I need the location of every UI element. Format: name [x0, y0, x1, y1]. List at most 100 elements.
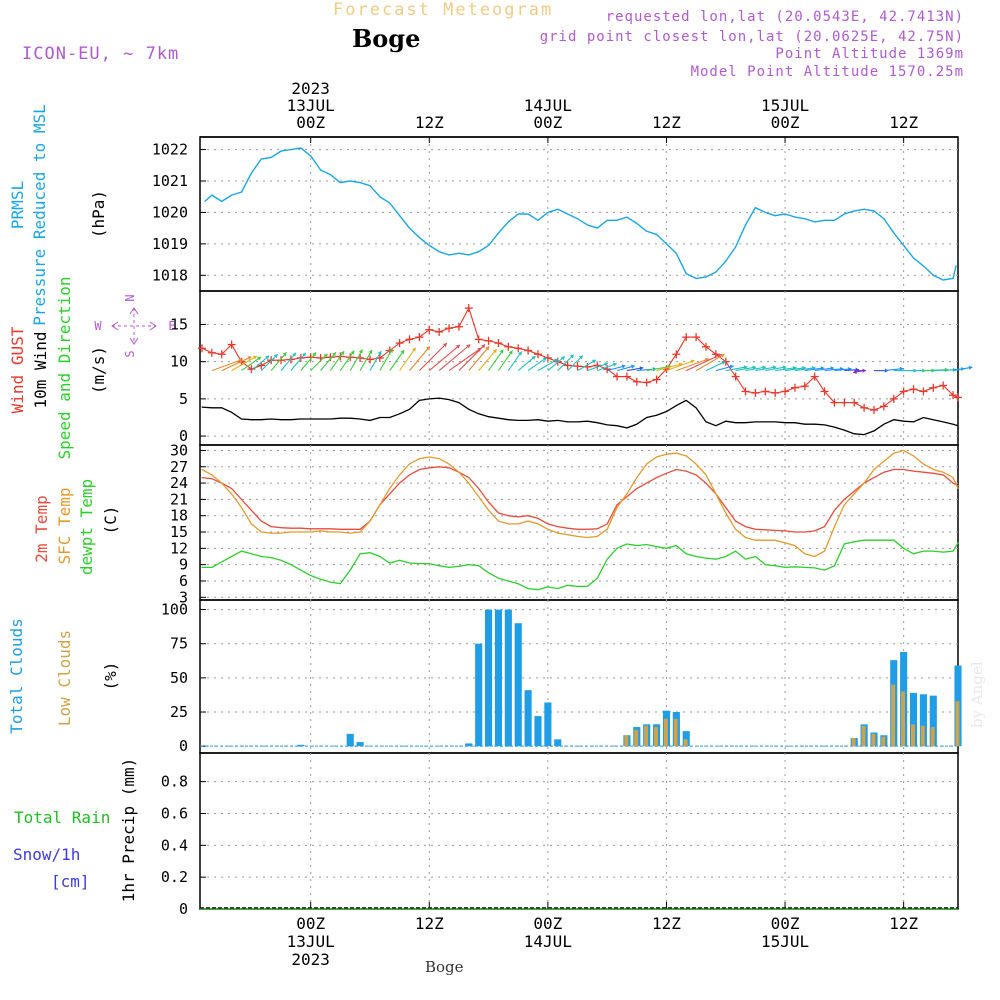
dewpt-point [685, 553, 687, 555]
wind-speed-point [735, 422, 737, 424]
gust-point [445, 324, 454, 333]
gust-point [484, 336, 493, 345]
sfc-temp-point [833, 526, 835, 528]
sfc-temp-point [942, 471, 944, 473]
temp-2m-point [656, 477, 658, 479]
wind-speed-point [527, 419, 529, 421]
label-snow: Snow/1h [13, 845, 80, 864]
wind-arrow-shaft [685, 353, 722, 372]
wind-arrow [852, 369, 865, 375]
wind-speed-point [883, 423, 885, 425]
wind-arrow [241, 356, 262, 372]
wind-speed-point [764, 421, 766, 423]
temp-2m-point [745, 526, 747, 528]
gust-point [454, 322, 463, 331]
wind-arrow-head [265, 355, 270, 360]
wind-arrow [577, 359, 597, 372]
pressure-point [369, 185, 371, 187]
pressure-point [211, 194, 213, 196]
panel-labels: PRMSL Pressure Reduced to MSL (hPa) Wind GU… [7, 104, 176, 902]
pressure-point [955, 265, 957, 267]
pressure-point [204, 200, 206, 203]
label-wind-gust: Wind GUST [8, 326, 27, 413]
wind-arrow-head [312, 352, 317, 357]
dewpt-point [527, 588, 529, 590]
wind-speed-point [853, 433, 855, 435]
sfc-temp-point [853, 493, 855, 495]
gust-line [201, 306, 959, 411]
low-cloud-bar [644, 725, 649, 747]
wind-arrow-head [340, 351, 345, 356]
wind-speed-point [389, 416, 391, 418]
total-cloud-bar [544, 702, 552, 747]
wind-arrow [715, 364, 734, 372]
wind-speed-point [863, 434, 865, 436]
wind-speed-point [586, 420, 588, 422]
temp-2m-point [606, 523, 608, 525]
wind-arrow [359, 349, 373, 371]
sfc-temp-point [300, 531, 302, 533]
dewpt-point [606, 558, 608, 560]
wind-arrow-head [592, 359, 597, 364]
pressure-point [655, 233, 658, 236]
wind-speed-point [754, 421, 756, 423]
gust-point [365, 355, 374, 364]
wind-arrow-shaft [260, 353, 279, 371]
temp-2m-point [577, 528, 579, 530]
dewpt-point [725, 555, 727, 557]
grid-lines [200, 137, 958, 910]
sfc-temp-point [903, 449, 905, 451]
temp-2m-point [201, 477, 203, 479]
temp-2m-point [952, 482, 954, 484]
dewpt-point [320, 578, 322, 580]
label-low-clouds: Low Clouds [55, 630, 74, 726]
sfc-temp-point [685, 455, 687, 457]
pressure-point [231, 194, 233, 196]
wind-speed-point [537, 419, 539, 421]
temp-2m-point [211, 478, 213, 480]
dewpt-point [636, 545, 638, 547]
wind-arrow-head [426, 346, 430, 351]
wind-speed-point [932, 419, 934, 421]
dewpt-point [695, 555, 697, 557]
pressure-point [685, 273, 687, 275]
low-cloud-bar [871, 733, 876, 747]
wind-arrow [458, 344, 486, 371]
wind-arrow-shaft [517, 355, 536, 372]
pressure-point [636, 222, 638, 225]
pressure-point [221, 200, 223, 203]
gust-point [954, 393, 962, 402]
model-altitude: Model Point Altitude 1570.25m [690, 64, 964, 80]
sfc-temp-point [913, 455, 915, 457]
wind-arrow [616, 364, 635, 372]
gust-point [909, 385, 918, 394]
grid-point-coords: grid point closest lon,lat (20.0625E, 42… [539, 29, 964, 45]
wind-arrow-shaft [458, 344, 486, 371]
top-time-label: 2023 [291, 79, 330, 98]
gust-point [494, 339, 503, 348]
pressure-point [487, 244, 490, 247]
dewpt-point [957, 542, 959, 544]
sfc-temp-point [329, 531, 331, 533]
wind-arrow-shaft [527, 357, 547, 372]
dewpt-point [537, 589, 539, 591]
pressure-point [912, 257, 915, 259]
temp-2m-point [409, 474, 411, 476]
bottom-time-label: 15JUL [761, 932, 809, 951]
sfc-temp-point [201, 468, 203, 470]
gust-point [731, 372, 740, 381]
gust-point [435, 327, 444, 336]
pressure-point [665, 243, 668, 245]
temp-2m-point [626, 496, 628, 498]
wind-arrow [735, 365, 757, 372]
dewpt-point [270, 557, 272, 559]
pressure-point [814, 221, 816, 223]
temp-2m-point [329, 528, 331, 530]
gust-point [207, 348, 216, 357]
sfc-temp-point [320, 530, 322, 532]
y-tick-label: 6 [179, 572, 188, 590]
pressure-point [280, 150, 282, 152]
y-tick-label: 1019 [152, 235, 188, 253]
temp-2m-point [418, 468, 420, 470]
pressure-point [883, 218, 885, 220]
